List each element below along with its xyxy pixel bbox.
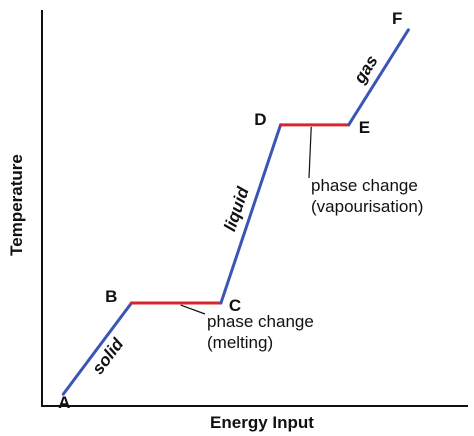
annotation-1-line-2: (melting) [207, 333, 273, 352]
segment-E-F [347, 28, 410, 127]
annotation-leader-2 [308, 126, 312, 179]
annotation-1: phase change (melting) [207, 312, 314, 352]
segment-C-D [219, 123, 283, 305]
annotation-2-line-1: phase change [311, 176, 418, 195]
chart-axes [41, 10, 468, 407]
annotation-2: phase change (vapourisation) [311, 176, 423, 216]
point-label-F: F [392, 9, 402, 28]
point-label-C: C [229, 296, 241, 315]
annotation-leader-1 [180, 304, 206, 315]
y-axis-title: Temperature [7, 154, 26, 256]
x-axis-title: Energy Input [210, 413, 314, 432]
segment-A-B [61, 301, 133, 396]
annotation-1-line-1: phase change [207, 312, 314, 331]
point-label-D: D [254, 110, 266, 129]
point-label-A: A [58, 393, 70, 412]
point-label-B: B [105, 287, 117, 306]
annotation-2-line-2: (vapourisation) [311, 197, 423, 216]
state-label-solid: solid [88, 334, 127, 378]
point-label-E: E [359, 118, 370, 137]
